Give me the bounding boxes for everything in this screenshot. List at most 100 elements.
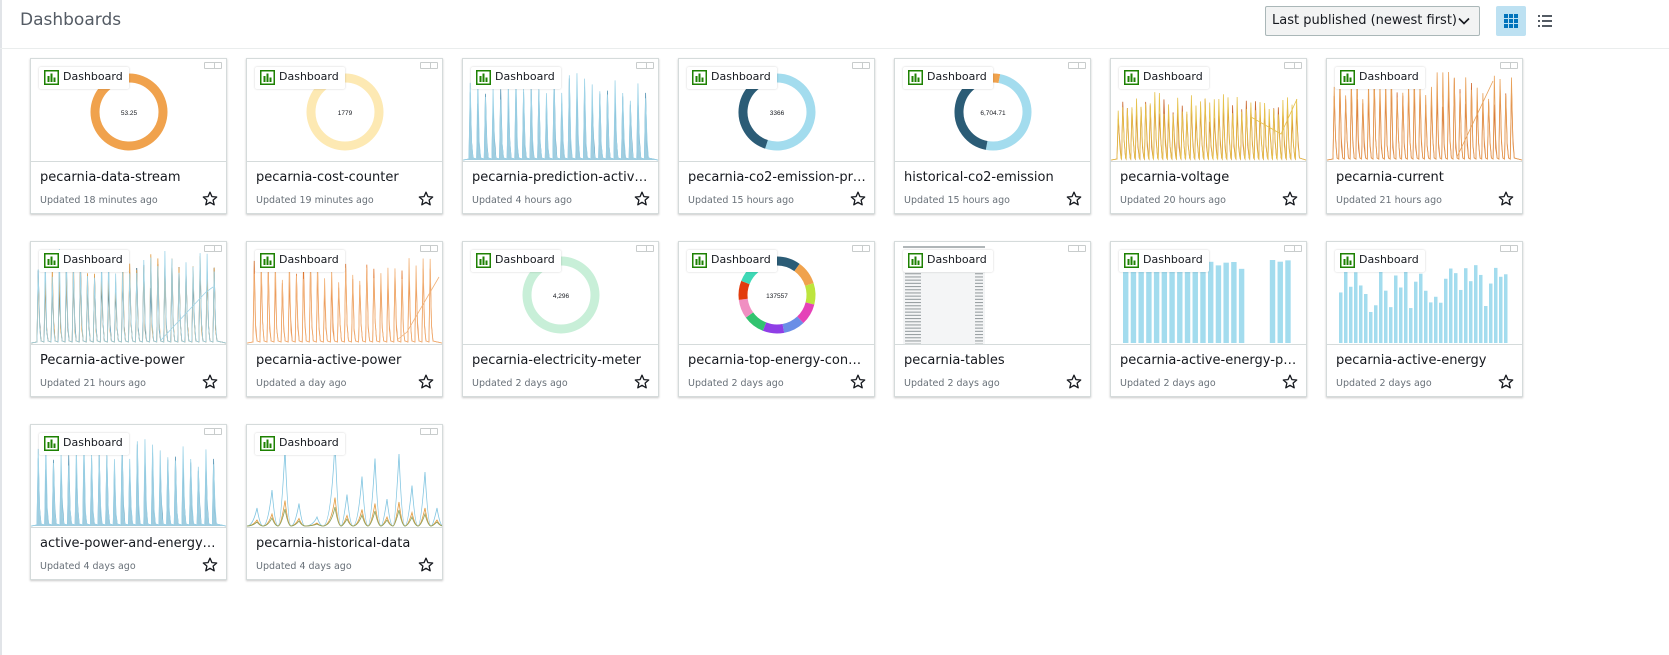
updated-timestamp: Updated 19 minutes ago [256,195,374,206]
dashboard-badge-label: Dashboard [927,70,987,83]
thumbnail-controls [1500,62,1518,69]
updated-timestamp: Updated 2 days ago [472,378,568,389]
dashboard-title[interactable]: pecarnia-voltage [1120,170,1230,185]
updated-timestamp: Updated 21 hours ago [40,378,146,389]
thumbnail-controls [204,245,222,252]
thumbnail-chart: 4,296 [522,256,600,334]
thumbnail-chart [1123,259,1291,343]
dashboard-card[interactable]: Dashboard pecarnia-prediction-active-pow… [462,58,659,214]
dashboard-card[interactable]: Dashboard Pecarnia-active-power Updated … [30,241,227,397]
updated-timestamp: Updated a day ago [256,378,347,389]
dashboard-title[interactable]: pecarnia-tables [904,353,1005,368]
dashboard-title[interactable]: pecarnia-top-energy-consumers [688,353,866,368]
dashboard-card[interactable]: Dashboard pecarnia-tables Updated 2 days… [894,241,1091,397]
updated-timestamp: Updated 4 days ago [256,561,352,572]
thumbnail-chart [903,246,985,344]
dashboard-badge-label: Dashboard [495,70,555,83]
dashboard-badge-label: Dashboard [495,253,555,266]
dashboard-title[interactable]: pecarnia-cost-counter [256,170,399,185]
dashboard-badge: Dashboard [687,250,777,272]
thumbnail-chart [31,248,226,344]
dashboard-badge-label: Dashboard [279,436,339,449]
dashboard-title[interactable]: pecarnia-active-energy [1336,353,1487,368]
dashboard-title[interactable]: pecarnia-active-energy-prediction [1120,353,1298,368]
chevron-down-icon [1458,17,1470,25]
star-outline-icon[interactable] [418,557,434,573]
dashboard-badge: Dashboard [255,433,345,455]
thumbnail-controls [420,62,438,69]
thumbnail-chart [463,72,658,161]
dashboard-title[interactable]: active-power-and-energy-prediction [40,536,218,551]
star-outline-icon[interactable] [1066,374,1082,390]
star-outline-icon[interactable] [202,191,218,207]
thumbnail-controls [636,245,654,252]
dashboard-card[interactable]: Dashboard pecarnia-active-energy-predict… [1110,241,1307,397]
thumbnail-kpi-value: 137557 [766,293,788,300]
updated-timestamp: Updated 2 days ago [1120,378,1216,389]
dashboard-card[interactable]: 3366 Dashboard pecarnia-co2-emission-pre… [678,58,875,214]
thumbnail-kpi-value: 3366 [770,110,785,117]
dashboard-card[interactable]: 4,296 Dashboard pecarnia-electricity-met… [462,241,659,397]
star-outline-icon[interactable] [1282,374,1298,390]
dashboard-badge-label: Dashboard [927,253,987,266]
thumbnail-chart [247,440,442,527]
dashboard-title[interactable]: pecarnia-co2-emission-prediction [688,170,866,185]
dashboard-badge: Dashboard [471,67,561,89]
star-outline-icon[interactable] [1282,191,1298,207]
list-view-button[interactable] [1530,6,1560,36]
bar-chart-icon [260,70,275,85]
dashboard-badge-label: Dashboard [711,253,771,266]
dashboard-card[interactable]: Dashboard pecarnia-voltage Updated 20 ho… [1110,58,1307,214]
dashboard-badge: Dashboard [39,250,129,272]
dashboard-badge: Dashboard [1335,67,1425,89]
dashboard-title[interactable]: Pecarnia-active-power [40,353,185,368]
bar-chart-icon [476,70,491,85]
dashboard-title[interactable]: historical-co2-emission [904,170,1054,185]
star-outline-icon[interactable] [202,557,218,573]
thumbnail-kpi-value: 4,296 [553,293,570,300]
dashboard-badge-label: Dashboard [279,253,339,266]
bar-chart-icon [44,253,59,268]
star-outline-icon[interactable] [418,374,434,390]
thumbnail-chart: 53.25 [90,73,168,151]
updated-timestamp: Updated 15 hours ago [904,195,1010,206]
bar-chart-icon [476,253,491,268]
dashboard-title[interactable]: pecarnia-active-power [256,353,402,368]
dashboard-badge-label: Dashboard [63,253,123,266]
star-outline-icon[interactable] [418,191,434,207]
dashboard-title[interactable]: pecarnia-electricity-meter [472,353,641,368]
star-outline-icon[interactable] [202,374,218,390]
dashboard-badge-label: Dashboard [711,70,771,83]
dashboard-card[interactable]: Dashboard pecarnia-active-power Updated … [246,241,443,397]
star-outline-icon[interactable] [634,191,650,207]
star-outline-icon[interactable] [1498,191,1514,207]
star-outline-icon[interactable] [1498,374,1514,390]
dashboard-title[interactable]: pecarnia-prediction-active-power [472,170,650,185]
updated-timestamp: Updated 2 days ago [1336,378,1432,389]
sort-dropdown[interactable]: Last published (newest first) [1265,6,1480,36]
dashboard-card[interactable]: 53.25 Dashboard pecarnia-data-stream Upd… [30,58,227,214]
dashboard-title[interactable]: pecarnia-historical-data [256,536,411,551]
dashboard-badge-label: Dashboard [63,70,123,83]
bar-chart-icon [260,436,275,451]
star-outline-icon[interactable] [850,374,866,390]
dashboard-card[interactable]: Dashboard pecarnia-active-energy Updated… [1326,241,1523,397]
thumbnail-controls [1068,62,1086,69]
dashboard-title[interactable]: pecarnia-current [1336,170,1444,185]
star-outline-icon[interactable] [850,191,866,207]
updated-timestamp: Updated 4 days ago [40,561,136,572]
dashboard-badge-label: Dashboard [1143,253,1203,266]
dashboard-card[interactable]: 137557 Dashboard pecarnia-top-energy-con… [678,241,875,397]
dashboard-card[interactable]: Dashboard pecarnia-current Updated 21 ho… [1326,58,1523,214]
dashboard-card[interactable]: Dashboard pecarnia-historical-data Updat… [246,424,443,580]
thumbnail-controls [852,62,870,69]
dashboard-badge: Dashboard [903,250,993,272]
star-outline-icon[interactable] [1066,191,1082,207]
star-outline-icon[interactable] [634,374,650,390]
grid-view-button[interactable] [1496,6,1526,36]
dashboard-card[interactable]: 6,704.71 Dashboard historical-co2-emissi… [894,58,1091,214]
dashboard-badge: Dashboard [903,67,993,89]
dashboard-title[interactable]: pecarnia-data-stream [40,170,181,185]
dashboard-card[interactable]: 1779 Dashboard pecarnia-cost-counter Upd… [246,58,443,214]
dashboard-card[interactable]: Dashboard active-power-and-energy-predic… [30,424,227,580]
